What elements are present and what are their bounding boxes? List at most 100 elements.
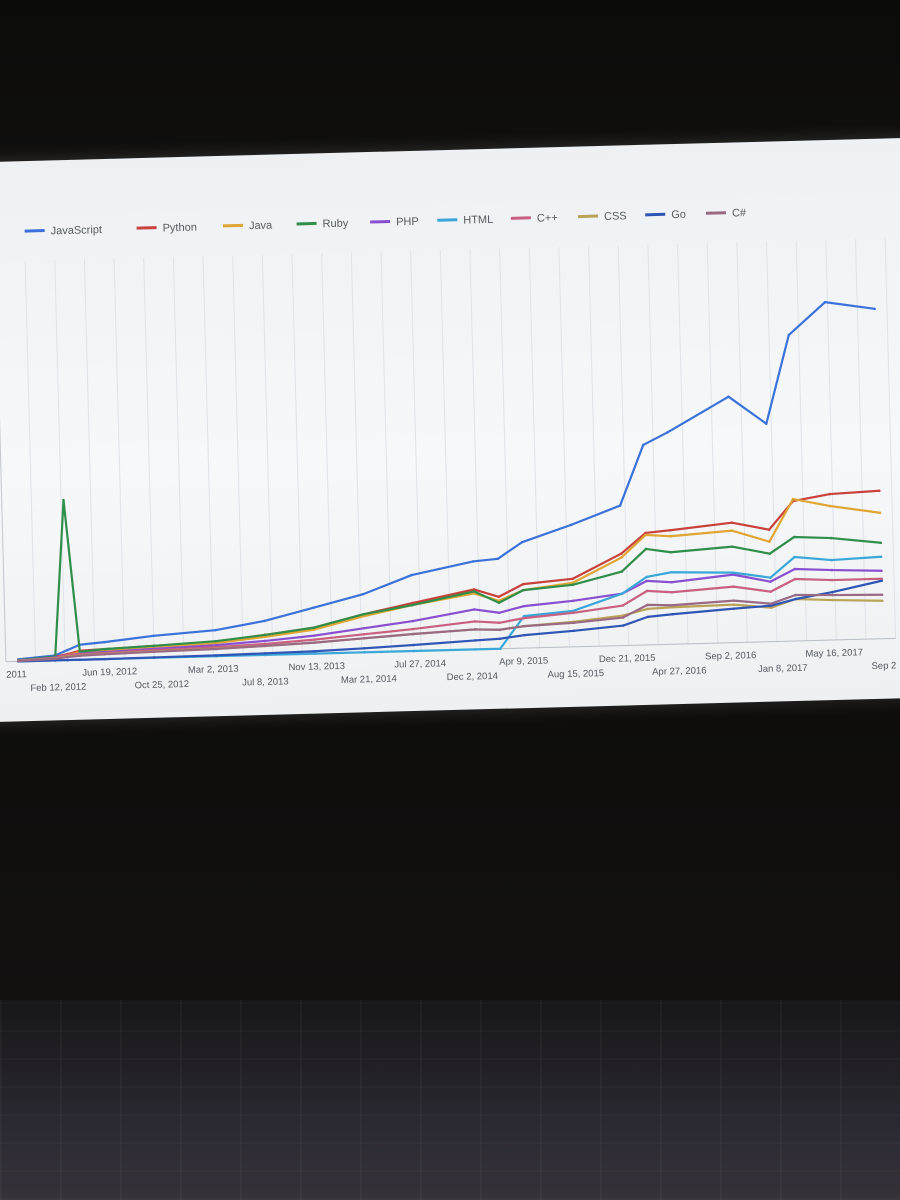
projection-screen: 20K18K5K3KKJavaScriptPythonJavaRubyPHPHT… — [0, 137, 900, 723]
x-tick-label: Mar 2, 2013 — [188, 664, 239, 676]
data-point — [263, 642, 267, 646]
data-point — [620, 556, 623, 559]
data-point — [522, 588, 525, 592]
grid-line — [647, 244, 659, 645]
data-point — [103, 640, 106, 644]
data-point — [732, 603, 736, 606]
data-point — [53, 657, 57, 661]
data-point — [769, 602, 773, 605]
x-tick-label: Apr 9, 2015 — [499, 656, 548, 668]
data-point — [214, 643, 217, 647]
x-tick-label: Jan 8, 2017 — [758, 663, 808, 675]
x-tick-label: Jul 27, 2014 — [394, 658, 446, 670]
data-point — [621, 592, 624, 595]
x-tick-label: Aug 15, 2015 — [547, 668, 604, 680]
data-point — [880, 579, 884, 583]
data-point — [666, 431, 669, 434]
x-tick-label: Sep 2 — [871, 660, 896, 672]
data-point — [621, 604, 625, 607]
data-point — [731, 571, 735, 574]
data-point — [263, 619, 266, 623]
data-point — [572, 611, 575, 615]
data-point — [569, 523, 573, 527]
grid-line — [143, 257, 155, 658]
data-point — [264, 652, 267, 655]
legend-label: Go — [671, 209, 686, 221]
data-point — [769, 604, 773, 607]
legend-label: C# — [732, 207, 747, 219]
data-point — [571, 599, 575, 603]
data-point — [362, 637, 366, 640]
data-point — [362, 627, 365, 630]
data-point — [263, 639, 267, 643]
data-point — [313, 638, 316, 641]
y-axis-line — [0, 261, 7, 662]
legend-label: PHP — [396, 216, 419, 229]
grid-line — [706, 243, 719, 644]
data-point — [669, 570, 673, 574]
data-point — [214, 639, 217, 643]
data-point — [829, 504, 832, 508]
data-point — [644, 531, 647, 535]
data-point — [498, 621, 501, 625]
data-point — [411, 619, 415, 623]
data-point — [571, 577, 574, 581]
data-point — [730, 521, 734, 524]
grid-line — [795, 240, 808, 641]
data-point — [103, 647, 106, 651]
x-tick-label: Oct 25, 2012 — [135, 679, 190, 691]
data-point — [361, 613, 365, 616]
data-point — [498, 647, 502, 651]
grid-line — [83, 259, 96, 660]
x-tick-label: Sep 2, 2016 — [705, 650, 757, 662]
data-point — [361, 593, 365, 596]
data-point — [879, 555, 883, 559]
data-point — [793, 567, 797, 571]
data-point — [768, 552, 772, 555]
grid-line — [232, 255, 244, 656]
data-point — [645, 575, 648, 579]
data-point — [621, 616, 625, 619]
grid-line — [588, 246, 600, 647]
grid-line — [261, 254, 274, 655]
line-chart: 20K18K5K3KKJavaScriptPythonJavaRubyPHPHT… — [0, 207, 896, 694]
data-point — [878, 511, 882, 515]
data-point — [828, 492, 832, 496]
data-point — [831, 590, 834, 594]
grid-line — [321, 253, 333, 654]
data-point — [313, 649, 317, 653]
data-point — [471, 560, 475, 563]
dark-wall-bottom — [0, 705, 900, 1005]
data-point — [829, 536, 833, 540]
grid-line — [24, 261, 37, 661]
legend-label: CSS — [604, 210, 627, 223]
data-point — [768, 540, 771, 543]
data-point — [830, 578, 834, 582]
data-point — [411, 601, 414, 605]
x-tick-label: Jun 19, 2012 — [82, 666, 137, 678]
grid-line — [617, 245, 630, 646]
data-point — [522, 604, 526, 608]
data-point — [473, 628, 477, 631]
data-point — [62, 498, 65, 502]
data-point — [794, 597, 797, 601]
data-point — [214, 647, 218, 651]
legend-swatch — [222, 223, 244, 228]
data-point — [765, 422, 768, 426]
x-tick-label: Apr 27, 2016 — [652, 665, 707, 677]
data-point — [473, 608, 476, 611]
data-point — [572, 629, 576, 633]
data-point — [498, 628, 501, 632]
data-point — [412, 649, 415, 653]
grid-line — [736, 242, 748, 643]
x-tick-label: Dec 2, 2014 — [447, 671, 499, 683]
data-point — [473, 639, 477, 642]
data-point — [831, 593, 834, 597]
legend-label: C++ — [537, 212, 558, 225]
data-point — [66, 648, 69, 652]
data-point — [497, 601, 501, 605]
data-point — [830, 568, 834, 572]
data-point — [645, 589, 649, 593]
data-point — [263, 633, 267, 637]
grid-line — [439, 250, 452, 651]
